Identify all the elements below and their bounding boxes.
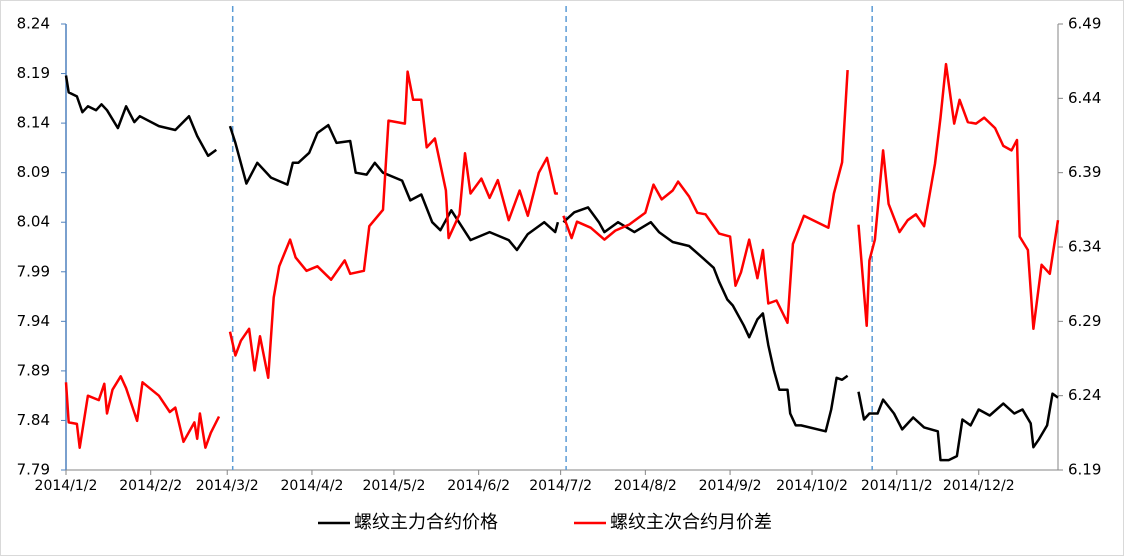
- x-tick-label: 2014/11/2: [861, 478, 933, 494]
- y-tick-label: 8.19: [17, 64, 50, 82]
- x-tick-label: 2014/2/2: [119, 478, 182, 494]
- y2-tick-label: 6.19: [1068, 461, 1101, 479]
- y-tick-label: 8.14: [17, 114, 50, 132]
- y2-tick-label: 6.39: [1068, 163, 1101, 181]
- x-tick-label: 2014/10/2: [776, 478, 848, 494]
- y-tick-label: 8.09: [17, 163, 50, 181]
- x-tick-label: 2014/12/2: [943, 478, 1015, 494]
- x-tick-label: 2014/3/2: [196, 478, 259, 494]
- series-line: [64, 75, 1059, 462]
- x-tick-label: 2014/9/2: [699, 478, 762, 494]
- legend-label: 螺纹主力合约价格: [354, 512, 498, 533]
- y2-tick-label: 6.29: [1068, 312, 1101, 330]
- y-tick-label: 8.04: [17, 213, 50, 231]
- y2-tick-label: 6.44: [1068, 89, 1101, 107]
- x-tick-label: 2014/8/2: [614, 478, 677, 494]
- x-tick-label: 2014/5/2: [362, 478, 425, 494]
- y-tick-label: 7.84: [17, 411, 50, 429]
- y2-tick-label: 6.24: [1068, 386, 1101, 404]
- y-tick-label: 7.99: [17, 262, 50, 280]
- y2-tick-label: 6.34: [1068, 238, 1101, 256]
- y-tick-label: 7.94: [17, 312, 50, 330]
- x-tick-label: 2014/4/2: [281, 478, 344, 494]
- y-tick-label: 7.89: [17, 361, 50, 379]
- x-tick-label: 2014/6/2: [447, 478, 510, 494]
- x-tick-label: 2014/7/2: [529, 478, 592, 494]
- y2-tick-label: 6.49: [1068, 15, 1101, 33]
- legend-label: 螺纹主次合约月价差: [610, 512, 772, 533]
- series-line: [64, 62, 1060, 449]
- x-tick-label: 2014/1/2: [35, 478, 98, 494]
- y-tick-label: 8.24: [17, 15, 50, 33]
- y-tick-label: 7.79: [17, 461, 50, 479]
